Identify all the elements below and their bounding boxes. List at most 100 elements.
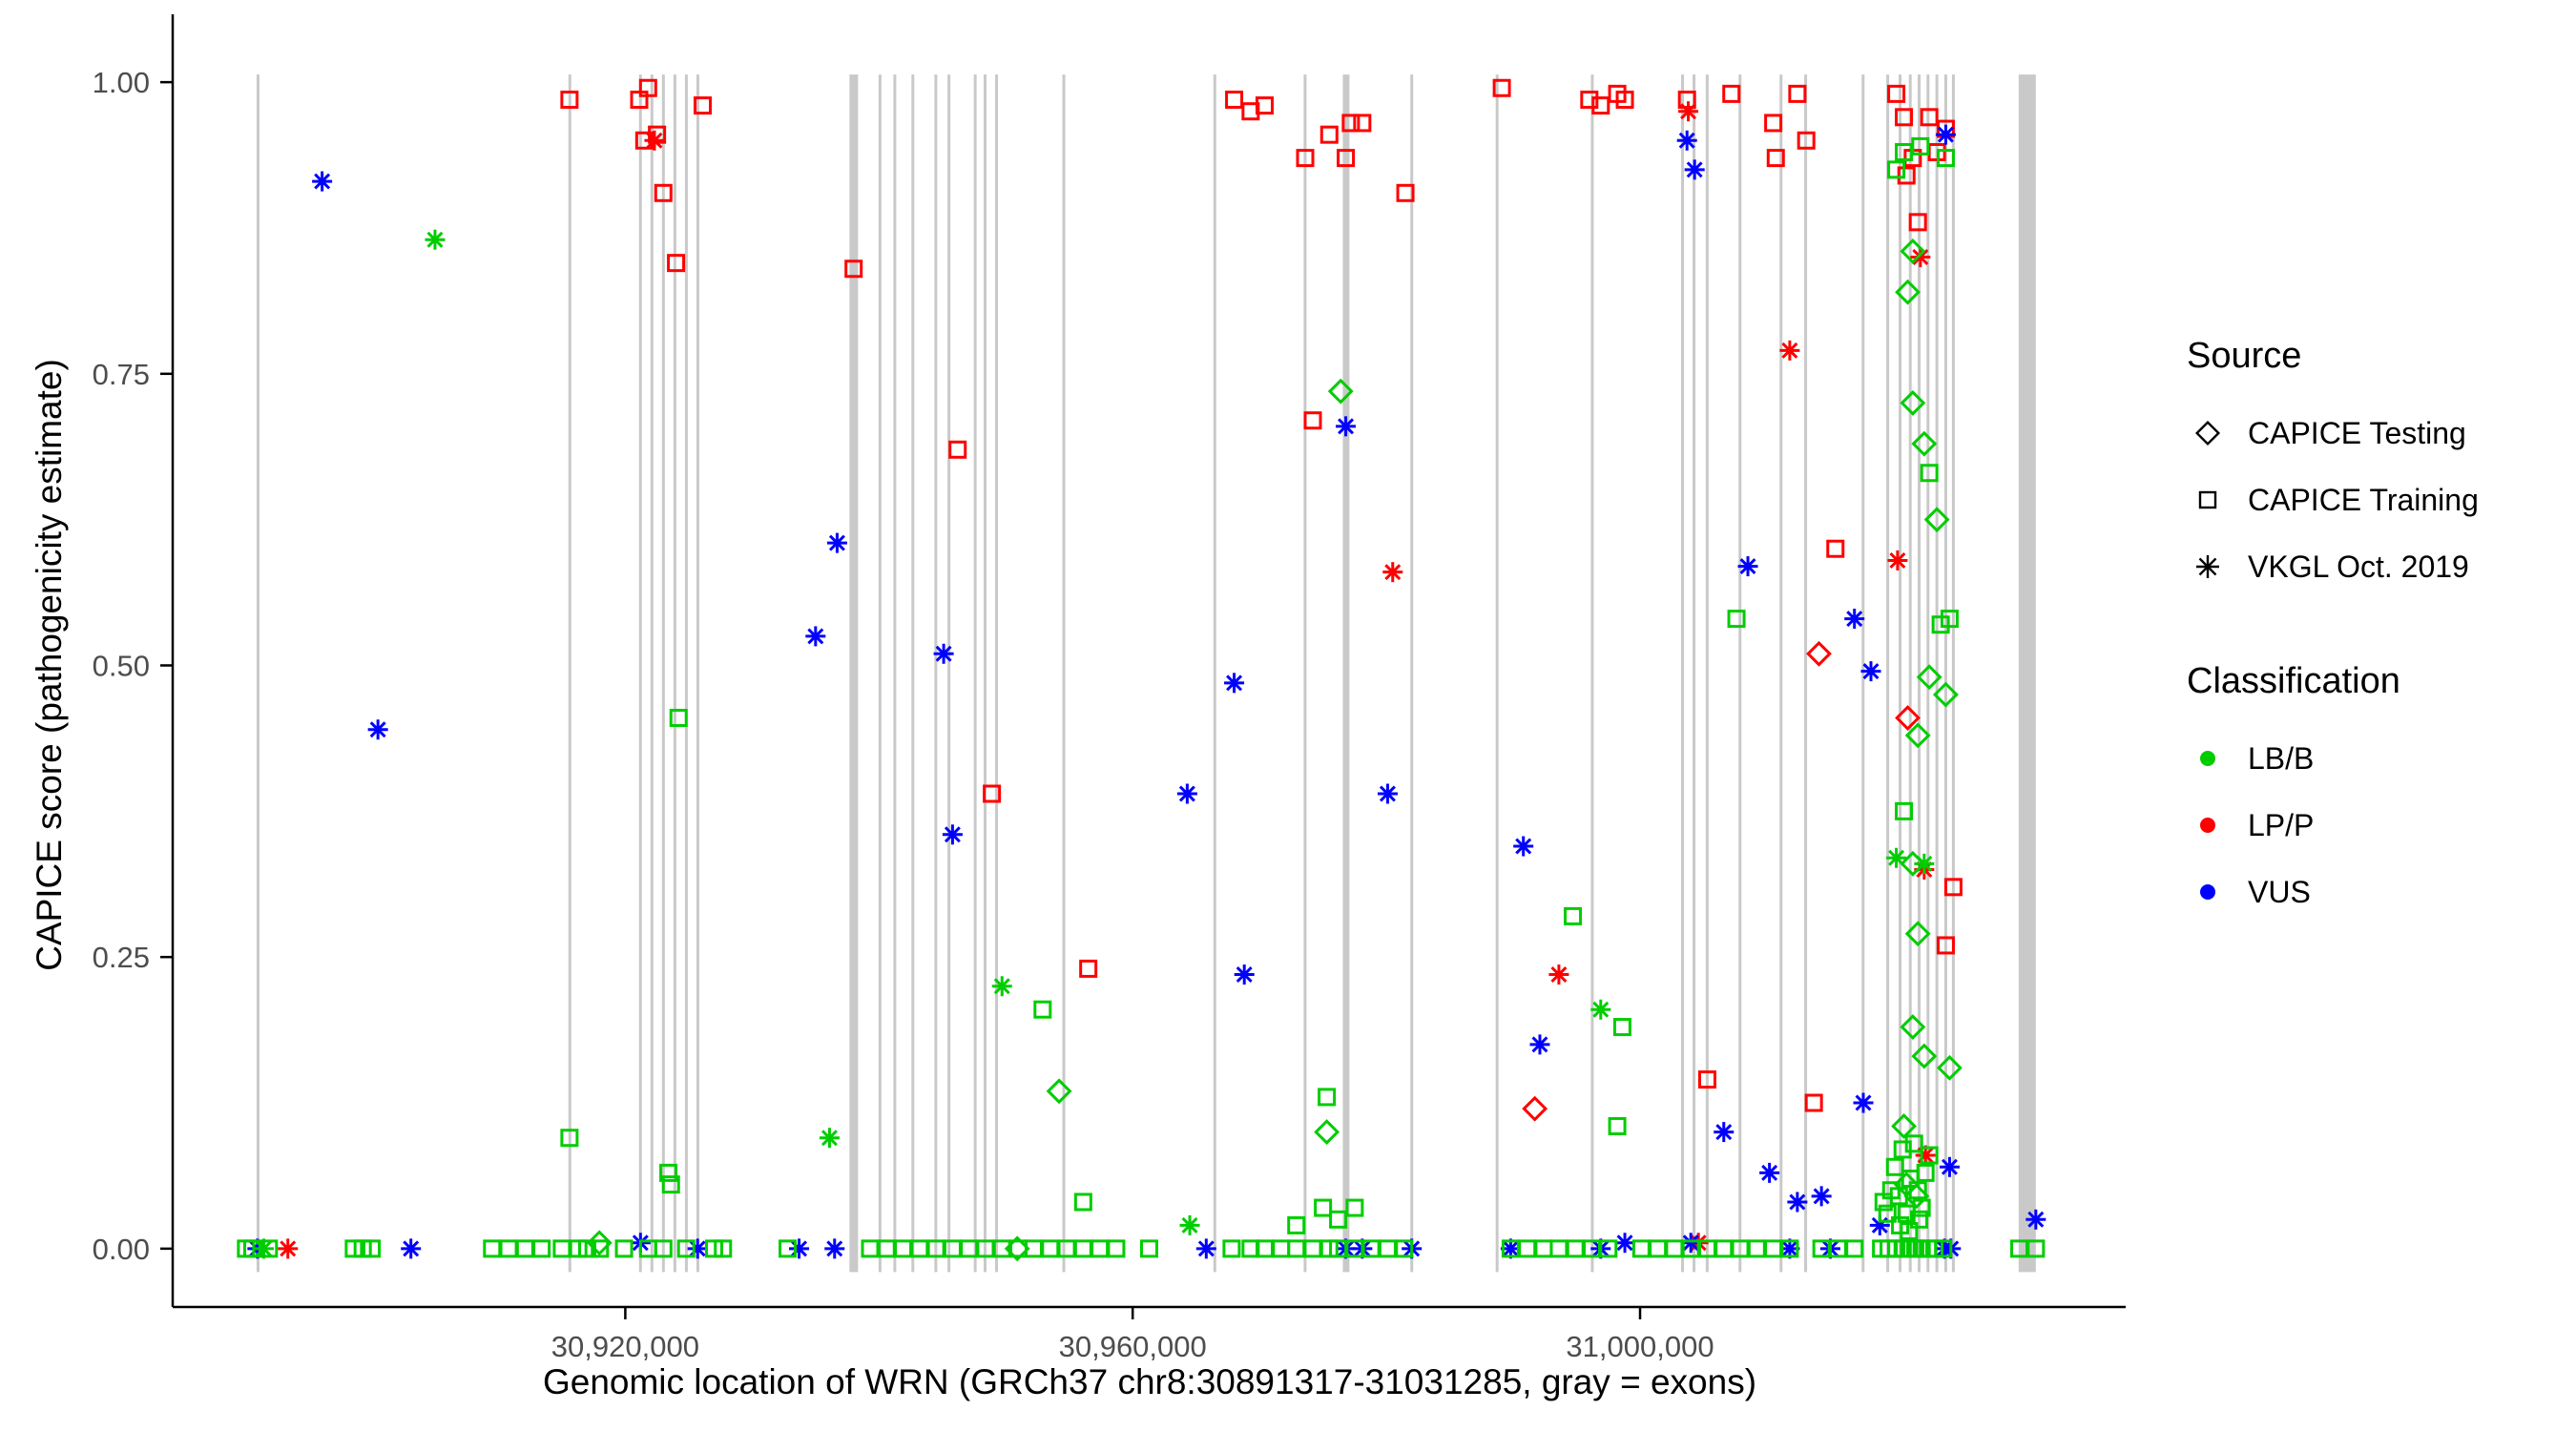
- data-point: [1912, 1198, 1931, 1217]
- data-point: [1761, 1164, 1778, 1181]
- classification-legend: Classification LB/B LP/P VUS: [2187, 661, 2568, 925]
- data-point: [1766, 149, 1785, 168]
- data-point: [1936, 149, 1955, 168]
- source-legend-title: Source: [2187, 336, 2302, 376]
- data-point: [1697, 1070, 1716, 1089]
- data-point: [1885, 1157, 1904, 1176]
- data-point: [1566, 1239, 1585, 1258]
- data-point: [693, 96, 712, 115]
- data-point: [1341, 114, 1361, 133]
- source-legend: Source CAPICE Testing CAPICE Training VKGL…: [2187, 336, 2568, 600]
- data-point: [1612, 1018, 1631, 1037]
- legend-item-label: VUS: [2248, 874, 2311, 909]
- data-point: [1492, 78, 1511, 97]
- y-tick-label: 0.50: [93, 650, 150, 683]
- color-dot-icon: [2187, 871, 2229, 913]
- data-point: [894, 1239, 913, 1258]
- data-point: [1046, 1078, 1072, 1105]
- data-point: [362, 1239, 381, 1258]
- data-point: [1534, 1239, 1553, 1258]
- data-point: [1895, 108, 1914, 127]
- data-point: [646, 132, 663, 149]
- data-point: [1806, 640, 1832, 667]
- data-point: [280, 1240, 297, 1257]
- data-point: [821, 1130, 838, 1147]
- data-point: [1314, 1198, 1333, 1217]
- data-point: [714, 1239, 733, 1258]
- y-axis-title: CAPICE score (pathogenicity estimate): [30, 359, 69, 971]
- data-point: [1616, 1234, 1633, 1252]
- data-point: [1522, 1095, 1548, 1122]
- data-point: [1936, 1054, 1963, 1081]
- data-point: [426, 231, 444, 248]
- data-point: [552, 1239, 571, 1258]
- data-point: [1789, 1193, 1806, 1211]
- legend-item-label: VKGL Oct. 2019: [2248, 549, 2469, 584]
- data-point: [560, 90, 579, 109]
- data-point: [1226, 674, 1243, 692]
- data-point: [676, 1239, 696, 1258]
- data-point: [1739, 558, 1756, 575]
- data-point: [1337, 149, 1356, 168]
- data-point: [499, 1239, 518, 1258]
- data-point: [591, 1239, 610, 1258]
- data-point: [483, 1239, 502, 1258]
- data-point: [638, 78, 657, 97]
- data-point: [1319, 125, 1339, 144]
- data-point: [659, 1163, 678, 1182]
- legend-item-label: LB/B: [2248, 740, 2315, 776]
- data-point: [1396, 183, 1415, 202]
- data-point: [1888, 849, 1905, 866]
- data-point: [1920, 464, 1939, 483]
- data-point: [614, 1239, 634, 1258]
- data-point: [1318, 1088, 1337, 1107]
- data-point: [1502, 1240, 1519, 1257]
- data-point: [1908, 213, 1927, 232]
- data-point: [1916, 1163, 1935, 1182]
- data-point: [935, 645, 952, 662]
- legend-item-label: CAPICE Training: [2248, 482, 2479, 517]
- data-point: [826, 1240, 843, 1257]
- data-point: [669, 709, 688, 728]
- data-point: [983, 784, 1002, 803]
- data-point: [1345, 1198, 1364, 1217]
- data-point: [1900, 238, 1926, 264]
- data-point: [1895, 801, 1914, 820]
- y-tick-label: 0.75: [93, 358, 150, 391]
- data-point: [1920, 1146, 1939, 1165]
- x-tick-label: 30,920,000: [551, 1330, 699, 1363]
- data-point: [1900, 850, 1926, 877]
- data-point: [1781, 1240, 1798, 1257]
- data-point: [1804, 1093, 1823, 1112]
- data-point: [1889, 1187, 1908, 1206]
- data-point: [1916, 664, 1942, 691]
- data-point: [1911, 1043, 1938, 1069]
- data-point: [1895, 705, 1921, 731]
- data-point: [1033, 1000, 1052, 1019]
- data-point: [1941, 1158, 1958, 1175]
- data-point: [1631, 1239, 1651, 1258]
- data-point: [1878, 1204, 1897, 1223]
- data-point: [1550, 966, 1568, 984]
- data-point: [1900, 1222, 1919, 1241]
- data-point: [1079, 959, 1098, 978]
- data-point: [1599, 1239, 1618, 1258]
- data-point: [1379, 785, 1396, 802]
- data-point: [260, 1239, 279, 1258]
- data-point: [993, 978, 1010, 995]
- legend: Source CAPICE Testing CAPICE Training VKGL…: [2187, 336, 2568, 986]
- y-tick-label: 1.00: [93, 66, 150, 99]
- data-point: [1845, 1239, 1864, 1258]
- data-point: [1549, 1239, 1568, 1258]
- data-point: [1855, 1094, 1872, 1111]
- legend-item-vus: VUS: [2187, 859, 2568, 925]
- data-point: [1714, 1239, 1734, 1258]
- x-tick-label: 31,000,000: [1566, 1330, 1714, 1363]
- data-point: [1197, 1240, 1215, 1257]
- data-point: [654, 1239, 673, 1258]
- data-point: [1940, 610, 1959, 629]
- legend-item-asterisk: VKGL Oct. 2019: [2187, 533, 2568, 600]
- data-point: [1327, 378, 1354, 404]
- data-point: [1813, 1188, 1830, 1205]
